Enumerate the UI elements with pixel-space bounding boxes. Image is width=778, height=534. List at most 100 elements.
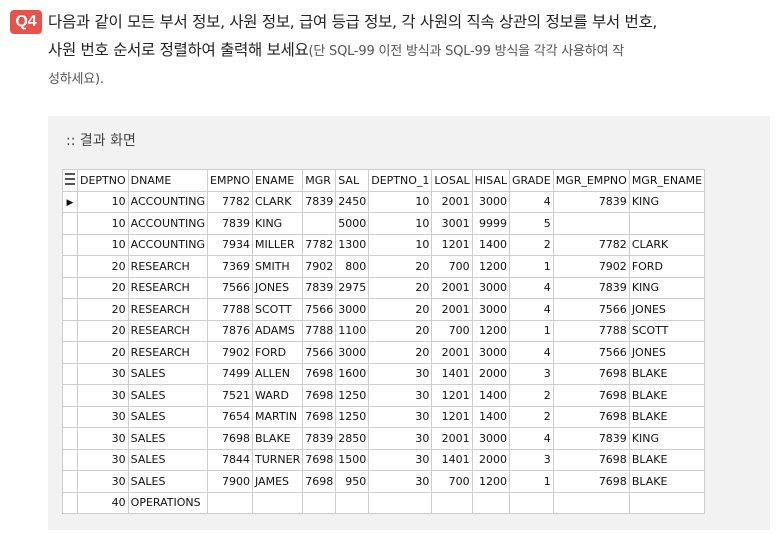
row-selector[interactable]	[62, 212, 78, 235]
cell-mgr-ename[interactable]	[628, 491, 706, 514]
cell-sal[interactable]: 1500	[335, 448, 370, 471]
column-header-empno[interactable]: EMPNO	[207, 169, 253, 192]
cell-deptno[interactable]: 30	[77, 384, 129, 407]
cell-deptno[interactable]: 30	[77, 427, 129, 450]
cell-sal[interactable]: 2975	[335, 276, 370, 299]
cell-ename[interactable]: SCOTT	[251, 298, 304, 321]
cell-mgr[interactable]	[302, 491, 337, 514]
cell-mgr-ename[interactable]: KING	[628, 276, 706, 299]
column-header-hisal[interactable]: HISAL	[471, 169, 511, 192]
cell-sal[interactable]: 1250	[335, 384, 370, 407]
cell-ename[interactable]: CLARK	[251, 190, 304, 213]
cell-dname[interactable]: SALES	[127, 448, 209, 471]
cell-hisal[interactable]: 1400	[471, 405, 511, 428]
cell-mgr[interactable]: 7839	[302, 276, 337, 299]
table-row[interactable]: 20 RESEARCH 7902 FORD 7566 3000 20 2001 3000 4 756…	[62, 341, 706, 364]
cell-deptno[interactable]: 10	[77, 212, 129, 235]
cell-losal[interactable]: 3001	[431, 212, 473, 235]
cell-dname[interactable]: SALES	[127, 362, 209, 385]
cell-dname[interactable]: ACCOUNTING	[127, 212, 209, 235]
row-selector[interactable]	[62, 491, 78, 514]
table-row[interactable]: 30 SALES 7521 WARD 7698 1250 30 1201 1400 2 7698 BL…	[62, 384, 706, 407]
row-selector[interactable]	[62, 448, 78, 471]
cell-deptno[interactable]: 20	[77, 319, 129, 342]
cell-mgr-empno[interactable]: 7698	[552, 405, 630, 428]
cell-deptno[interactable]: 20	[77, 341, 129, 364]
cell-deptno-1[interactable]	[368, 491, 433, 514]
row-selector[interactable]	[62, 405, 78, 428]
cell-grade[interactable]	[509, 491, 554, 514]
cell-ename[interactable]: JONES	[251, 276, 304, 299]
cell-losal[interactable]: 1201	[431, 233, 473, 256]
cell-grade[interactable]: 1	[509, 470, 554, 493]
cell-deptno[interactable]: 30	[77, 448, 129, 471]
cell-deptno-1[interactable]: 30	[368, 362, 433, 385]
column-header-grade[interactable]: GRADE	[509, 169, 554, 192]
cell-sal[interactable]: 3000	[335, 341, 370, 364]
cell-losal[interactable]: 1401	[431, 362, 473, 385]
cell-mgr-empno[interactable]: 7698	[552, 470, 630, 493]
cell-dname[interactable]: RESEARCH	[127, 319, 209, 342]
cell-grade[interactable]: 1	[509, 255, 554, 278]
table-row[interactable]: 30 SALES 7844 TURNER 7698 1500 30 1401 2000 3 7698…	[62, 448, 706, 471]
row-selector[interactable]	[62, 362, 78, 385]
column-header-mgr[interactable]: MGR	[302, 169, 337, 192]
cell-deptno-1[interactable]: 30	[368, 384, 433, 407]
cell-mgr-ename[interactable]: CLARK	[628, 233, 706, 256]
cell-mgr[interactable]: 7788	[302, 319, 337, 342]
table-row[interactable]: 20 RESEARCH 7566 JONES 7839 2975 20 2001 3000 4 78…	[62, 276, 706, 299]
cell-dname[interactable]: RESEARCH	[127, 298, 209, 321]
cell-losal[interactable]: 1401	[431, 448, 473, 471]
column-header-mgr-empno[interactable]: MGR_EMPNO	[552, 169, 630, 192]
column-header-sal[interactable]: SAL	[335, 169, 370, 192]
cell-hisal[interactable]: 2000	[471, 362, 511, 385]
cell-deptno-1[interactable]: 30	[368, 427, 433, 450]
cell-dname[interactable]: SALES	[127, 427, 209, 450]
cell-mgr-ename[interactable]: JONES	[628, 298, 706, 321]
table-row[interactable]: 10 ACCOUNTING 7934 MILLER 7782 1300 10 1201 1400…	[62, 233, 706, 256]
cell-deptno[interactable]: 10	[77, 233, 129, 256]
cell-mgr-empno[interactable]: 7782	[552, 233, 630, 256]
cell-hisal[interactable]: 9999	[471, 212, 511, 235]
cell-losal[interactable]: 700	[431, 319, 473, 342]
cell-hisal[interactable]: 1200	[471, 255, 511, 278]
cell-hisal[interactable]: 1200	[471, 319, 511, 342]
cell-sal[interactable]: 950	[335, 470, 370, 493]
cell-grade[interactable]: 4	[509, 190, 554, 213]
cell-mgr-empno[interactable]: 7566	[552, 298, 630, 321]
table-row[interactable]: 20 RESEARCH 7876 ADAMS 7788 1100 20 700 1200 1 778…	[62, 319, 706, 342]
cell-losal[interactable]: 700	[431, 470, 473, 493]
cell-deptno-1[interactable]: 30	[368, 448, 433, 471]
cell-ename[interactable]: TURNER	[251, 448, 304, 471]
cell-mgr-ename[interactable]: FORD	[628, 255, 706, 278]
cell-sal[interactable]: 1250	[335, 405, 370, 428]
cell-empno[interactable]: 7499	[207, 362, 253, 385]
cell-empno[interactable]: 7654	[207, 405, 253, 428]
cell-dname[interactable]: ACCOUNTING	[127, 233, 209, 256]
cell-ename[interactable]: MILLER	[251, 233, 304, 256]
cell-ename[interactable]: ALLEN	[251, 362, 304, 385]
table-row[interactable]: 40 OPERATIONS	[62, 491, 706, 514]
cell-grade[interactable]: 5	[509, 212, 554, 235]
cell-mgr-ename[interactable]: SCOTT	[628, 319, 706, 342]
cell-ename[interactable]: WARD	[251, 384, 304, 407]
table-row[interactable]: 30 SALES 7654 MARTIN 7698 1250 30 1201 1400 2 7698…	[62, 405, 706, 428]
cell-deptno[interactable]: 40	[77, 491, 129, 514]
cell-deptno-1[interactable]: 10	[368, 190, 433, 213]
cell-empno[interactable]	[207, 491, 253, 514]
cell-empno[interactable]: 7839	[207, 212, 253, 235]
current-row-triangle-icon[interactable]: ▶	[62, 190, 78, 213]
cell-mgr[interactable]: 7566	[302, 341, 337, 364]
row-selector[interactable]	[62, 233, 78, 256]
cell-deptno-1[interactable]: 20	[368, 319, 433, 342]
cell-dname[interactable]: SALES	[127, 470, 209, 493]
cell-mgr[interactable]: 7839	[302, 190, 337, 213]
cell-mgr-empno[interactable]: 7839	[552, 190, 630, 213]
cell-mgr[interactable]: 7698	[302, 470, 337, 493]
cell-mgr[interactable]: 7698	[302, 405, 337, 428]
cell-empno[interactable]: 7788	[207, 298, 253, 321]
row-selector[interactable]	[62, 298, 78, 321]
cell-sal[interactable]: 5000	[335, 212, 370, 235]
row-selector[interactable]	[62, 276, 78, 299]
cell-mgr-ename[interactable]: BLAKE	[628, 362, 706, 385]
